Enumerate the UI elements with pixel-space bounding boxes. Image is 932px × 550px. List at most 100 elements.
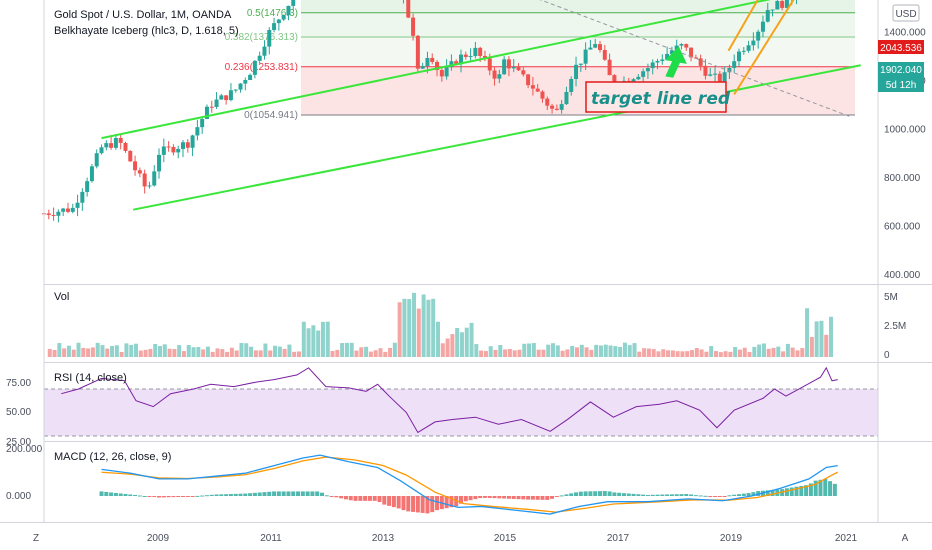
candle-body [133, 161, 138, 171]
candle-body [497, 74, 502, 79]
macd-histogram-bar [195, 495, 200, 497]
macd-histogram-bar [353, 496, 358, 501]
volume-bar [656, 351, 661, 357]
candle-body [593, 44, 598, 48]
volume-bar [335, 349, 340, 357]
target-price-badge: 2043.536 [878, 40, 924, 54]
candle-body [727, 67, 732, 73]
volume-bar [776, 346, 781, 357]
volume-bar [809, 336, 814, 357]
volume-bar [311, 325, 316, 357]
candle-body [209, 106, 214, 108]
macd-histogram-bar [550, 496, 555, 499]
macd-histogram-bar [171, 496, 176, 498]
macd-pane[interactable] [99, 454, 839, 515]
volume-bar [670, 350, 675, 357]
candle-body [80, 191, 85, 203]
candle-body [760, 21, 765, 32]
price-tick: 600.000 [884, 221, 921, 232]
candle-body [598, 44, 602, 50]
volume-bar [483, 351, 488, 357]
macd-histogram-bar [492, 496, 497, 499]
macd-histogram-bar [693, 495, 698, 497]
volume-bar [814, 321, 819, 357]
macd-histogram-bar [487, 496, 492, 498]
macd-histogram-bar [377, 496, 382, 503]
candle-body [650, 62, 655, 69]
volume-bar [742, 347, 747, 357]
volume-bar [301, 321, 306, 357]
zoom-toggle-icon[interactable]: Z [33, 533, 39, 544]
macd-histogram-bar [358, 496, 363, 501]
volume-bar [368, 351, 373, 357]
macd-histogram-bar [818, 479, 823, 496]
candle-body [559, 104, 564, 110]
volume-pane[interactable] [47, 292, 834, 357]
volume-bar [723, 351, 728, 357]
fibonacci-retracement[interactable]: 1(1897.696)0.786(1717.346)0.618(1575.763… [225, 0, 855, 121]
macd-histogram-bar [689, 494, 694, 496]
macd-axis[interactable]: 200.000 0.000 [6, 444, 43, 502]
volume-bar [325, 321, 330, 357]
volume-bar [431, 298, 436, 357]
macd-histogram-bar [286, 491, 291, 496]
macd-histogram-bar [564, 494, 569, 496]
candle-body [478, 47, 483, 56]
macd-histogram-bar [631, 493, 636, 496]
volume-bar [450, 334, 455, 357]
candle-body [569, 78, 574, 92]
price-pane[interactable] [42, 0, 878, 223]
auto-scale-icon[interactable]: A [902, 533, 909, 544]
candle-body [272, 23, 277, 30]
volume-bar [479, 350, 484, 357]
candle-body [248, 74, 253, 81]
volume-bar [771, 347, 776, 357]
volume-axis[interactable]: 5M 2.5M 0 [884, 292, 906, 361]
candle-body [631, 79, 636, 83]
volume-bar [273, 345, 278, 357]
macd-histogram-bar [823, 478, 828, 496]
candle-body [444, 67, 449, 77]
macd-histogram-bar [320, 492, 324, 496]
macd-histogram-bar [435, 496, 440, 511]
candle-body [775, 1, 780, 10]
volume-bar [359, 347, 364, 357]
volume-bar [364, 346, 369, 357]
macd-histogram-bar [770, 490, 775, 496]
time-axis[interactable]: 2009 2011 2013 2015 2017 2019 2021 [147, 533, 858, 544]
macd-tick: 0.000 [6, 491, 31, 502]
volume-bar [747, 352, 752, 357]
candle-body [415, 35, 420, 69]
volume-bar [435, 321, 440, 357]
macd-histogram-bar [104, 491, 109, 496]
rsi-axis[interactable]: 75.00 50.00 25.00 [6, 378, 31, 448]
macd-histogram-bar [291, 491, 296, 496]
candle-body [104, 143, 109, 148]
candle-body [468, 56, 473, 58]
fib-level-label: 0.236(1253.831) [225, 62, 298, 73]
candle-body [65, 208, 70, 212]
volume-bar [781, 351, 786, 357]
macd-histogram-bar [420, 496, 425, 513]
volume-bar [632, 343, 637, 357]
volume-bar [181, 351, 186, 357]
volume-bar [761, 343, 766, 357]
macd-histogram-bar [621, 493, 626, 496]
volume-bar [488, 346, 493, 357]
volume-bar [737, 349, 742, 357]
candle-body [157, 154, 162, 172]
channel-upper [727, 0, 759, 52]
volume-bar [690, 350, 695, 357]
currency-button[interactable]: USD [892, 4, 920, 22]
volume-bar [186, 345, 191, 357]
target-annotation[interactable]: target line red [585, 81, 731, 113]
macd-histogram-bar [315, 491, 320, 496]
candle-body [459, 54, 463, 65]
rsi-pane[interactable] [44, 366, 878, 437]
volume-bar [766, 348, 771, 357]
candle-body [89, 166, 94, 182]
volume-bar [800, 348, 805, 357]
macd-histogram-bar [157, 496, 162, 498]
time-tick: 2017 [607, 533, 630, 544]
